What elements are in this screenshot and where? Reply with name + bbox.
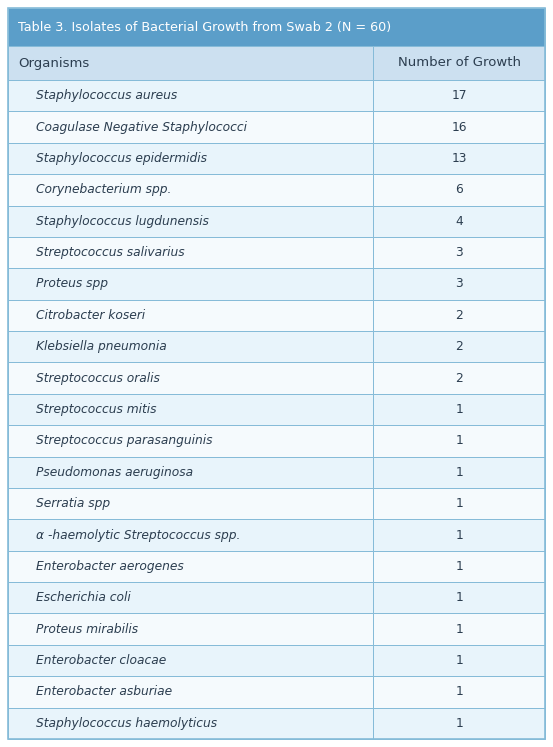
Bar [8,551,373,582]
Bar [8,268,373,300]
Text: Streptococcus oralis: Streptococcus oralis [36,371,160,385]
Bar [373,488,545,519]
Text: Organisms: Organisms [18,57,89,69]
Text: Coagulase Negative Staphylococci: Coagulase Negative Staphylococci [36,120,247,134]
Text: Klebsiella pneumonia: Klebsiella pneumonia [36,340,167,353]
Bar [8,205,373,237]
Bar [373,582,545,613]
Bar [373,268,545,300]
Text: Escherichia coli: Escherichia coli [36,592,131,604]
Text: 1: 1 [455,623,463,636]
Text: α -haemolytic Streptococcus spp.: α -haemolytic Streptococcus spp. [36,529,241,542]
Bar [8,331,373,362]
Bar [373,80,545,111]
Bar [8,8,545,46]
Text: 2: 2 [455,309,463,322]
Bar [8,237,373,268]
Text: 1: 1 [455,654,463,667]
Bar [8,300,373,331]
Text: 17: 17 [451,89,467,102]
Text: Staphylococcus haemolyticus: Staphylococcus haemolyticus [36,717,217,730]
Bar [373,205,545,237]
Bar [373,174,545,205]
Bar [373,613,545,645]
Text: Proteus mirabilis: Proteus mirabilis [36,623,138,636]
Text: Enterobacter aerogenes: Enterobacter aerogenes [36,560,184,573]
Text: Streptococcus salivarius: Streptococcus salivarius [36,246,185,259]
Bar [373,394,545,425]
Text: Proteus spp: Proteus spp [36,277,108,291]
Bar [8,488,373,519]
Text: Table 3. Isolates of Bacterial Growth from Swab 2 (N = 60): Table 3. Isolates of Bacterial Growth fr… [18,20,391,34]
Text: 16: 16 [451,120,467,134]
Bar [373,707,545,739]
Bar [373,237,545,268]
Text: Streptococcus parasanguinis: Streptococcus parasanguinis [36,435,212,447]
Bar [8,582,373,613]
Bar [373,331,545,362]
Bar [8,362,373,394]
Text: 1: 1 [455,686,463,698]
Text: 1: 1 [455,717,463,730]
Bar [8,143,373,174]
Text: Citrobacter koseri: Citrobacter koseri [36,309,145,322]
Text: 3: 3 [455,277,463,291]
Bar [373,645,545,676]
Bar [373,519,545,551]
Bar [8,645,373,676]
Text: 6: 6 [455,183,463,196]
Text: 1: 1 [455,560,463,573]
Text: Staphylococcus aureus: Staphylococcus aureus [36,89,178,102]
Text: Serratia spp: Serratia spp [36,498,110,510]
Text: 13: 13 [451,152,467,165]
Text: Staphylococcus lugdunensis: Staphylococcus lugdunensis [36,214,209,228]
Bar [8,707,373,739]
Text: Pseudomonas aeruginosa: Pseudomonas aeruginosa [36,466,193,479]
Text: 1: 1 [455,498,463,510]
Text: 1: 1 [455,592,463,604]
Bar [8,613,373,645]
Bar [8,456,373,488]
Bar [373,676,545,707]
Bar [373,425,545,456]
Bar [8,46,373,80]
Bar [373,143,545,174]
Bar [8,676,373,707]
Text: 1: 1 [455,466,463,479]
Text: Number of Growth: Number of Growth [398,57,520,69]
Bar [373,46,545,80]
Text: Corynebacterium spp.: Corynebacterium spp. [36,183,171,196]
Bar [373,111,545,143]
Bar [373,456,545,488]
Text: 2: 2 [455,340,463,353]
Text: Staphylococcus epidermidis: Staphylococcus epidermidis [36,152,207,165]
Bar [373,362,545,394]
Bar [8,80,373,111]
Text: 1: 1 [455,403,463,416]
Bar [8,111,373,143]
Text: 2: 2 [455,371,463,385]
Bar [8,519,373,551]
Bar [373,300,545,331]
Bar [8,425,373,456]
Bar [373,551,545,582]
Bar [8,394,373,425]
Text: Streptococcus mitis: Streptococcus mitis [36,403,156,416]
Bar [8,174,373,205]
Text: 4: 4 [455,214,463,228]
Text: 1: 1 [455,435,463,447]
Text: 3: 3 [455,246,463,259]
Text: Enterobacter cloacae: Enterobacter cloacae [36,654,166,667]
Text: Enterobacter asburiae: Enterobacter asburiae [36,686,172,698]
Text: 1: 1 [455,529,463,542]
